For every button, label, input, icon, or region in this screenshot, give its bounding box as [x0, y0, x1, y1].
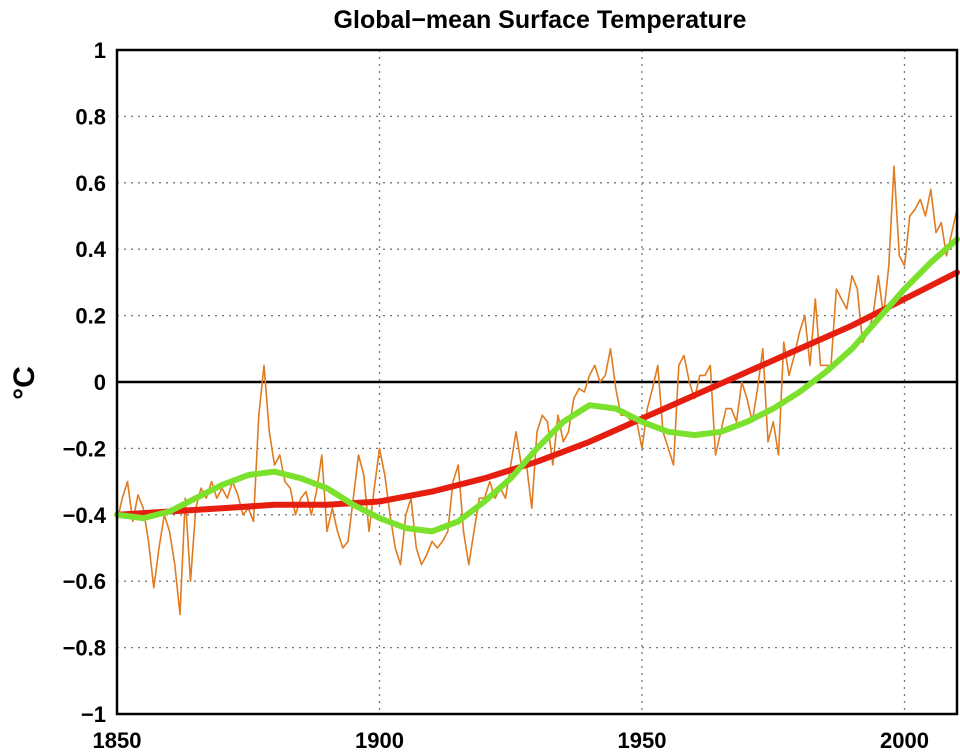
y-tick-label: −0.6 [63, 569, 106, 594]
y-tick-label: 0.2 [75, 304, 106, 329]
series-line-0 [116, 165, 958, 616]
x-tick-label: 1900 [355, 728, 404, 753]
y-axis-label: °C [8, 366, 41, 400]
y-tick-label: 0 [94, 370, 106, 395]
series-group [114, 165, 960, 616]
y-tick-label: −1 [81, 702, 106, 727]
x-tick-label: 2000 [880, 728, 929, 753]
x-tick-label: 1850 [93, 728, 142, 753]
y-tick-label: 0.4 [75, 237, 106, 262]
y-tick-label: −0.2 [63, 436, 106, 461]
chart-title: Global−mean Surface Temperature [334, 6, 747, 34]
series-line-1 [114, 269, 960, 518]
y-tick-label: −0.8 [63, 636, 106, 661]
tick-labels: 1850 1900 1950 2000 −1 −0.8 −0.6 −0.4 −0.2 0 0.2 0.… [63, 38, 929, 753]
y-tick-label: 0.6 [75, 171, 106, 196]
series-line-2 [114, 236, 960, 535]
x-tick-label: 1950 [618, 728, 667, 753]
y-tick-label: 1 [94, 38, 106, 63]
y-tick-label: −0.4 [63, 503, 107, 528]
y-tick-label: 0.8 [75, 104, 106, 129]
plot-frame [115, 48, 959, 716]
